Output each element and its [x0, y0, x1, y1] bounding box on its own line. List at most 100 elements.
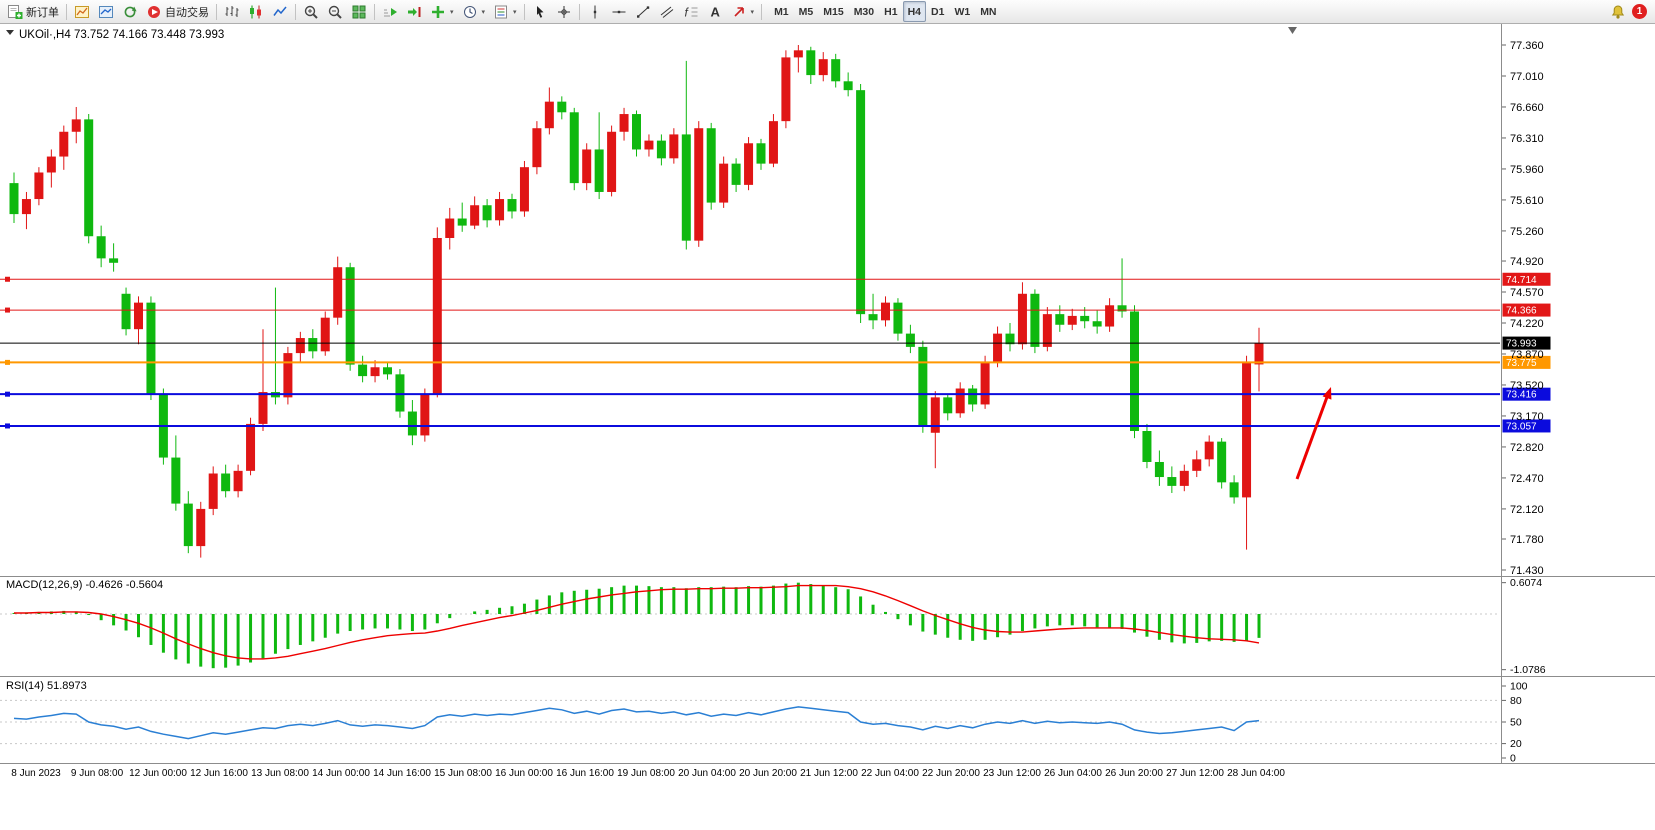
- rsi-line: [13, 706, 1260, 740]
- support-line-73775[interactable]: 73.775: [0, 355, 1551, 369]
- line-handle[interactable]: [5, 423, 10, 429]
- bars-icon: [224, 4, 240, 20]
- autotrade-icon: [146, 4, 162, 20]
- dropdown-caret-icon: ▾: [750, 8, 755, 16]
- line-handle[interactable]: [5, 276, 10, 282]
- tile-icon: [351, 4, 367, 20]
- crosshair-button[interactable]: [552, 1, 576, 22]
- support-line-73416[interactable]: 73.416: [0, 387, 1551, 401]
- cursor-icon: [532, 4, 548, 20]
- timeframe-h4[interactable]: H4: [902, 1, 926, 22]
- new-order-button[interactable]: 新订单: [3, 1, 63, 22]
- svg-text:A: A: [710, 4, 720, 19]
- price-axis[interactable]: 77.360 77.010 76.660 76.310 75.960 75.610 75.2…: [1501, 24, 1544, 763]
- autoscroll-icon: [382, 4, 398, 20]
- market-watch-button[interactable]: [94, 1, 118, 22]
- autotrading-button[interactable]: 自动交易: [142, 1, 213, 22]
- chart-shift-marker[interactable]: [1288, 27, 1297, 34]
- toolbar-separator: [523, 3, 525, 20]
- cursor-button[interactable]: [528, 1, 552, 22]
- refresh-button[interactable]: [118, 1, 142, 22]
- timeframe-w1[interactable]: W1: [954, 5, 971, 18]
- indicators-button[interactable]: ▾: [426, 1, 458, 22]
- vline-icon: [587, 4, 603, 20]
- dropdown-caret-icon: ▾: [450, 8, 454, 16]
- toolbar-separator: [216, 3, 217, 20]
- timeframe-m1[interactable]: M1: [774, 5, 789, 18]
- toolbar-separator: [761, 3, 763, 20]
- toolbar-separator: [374, 3, 375, 20]
- price-flag-label: 74.366: [1506, 306, 1537, 317]
- new-order-button-label: 新订单: [26, 6, 59, 19]
- timeframe-m30[interactable]: M30: [853, 5, 875, 18]
- time-tick-label: 16 Jun 16:00: [556, 768, 614, 779]
- svg-text:f: f: [684, 5, 689, 19]
- arrows-button[interactable]: ▾: [727, 1, 759, 22]
- horizontal-line-button[interactable]: [607, 1, 631, 22]
- time-tick-label: 26 Jun 04:00: [1044, 768, 1102, 779]
- notification-badge[interactable]: 1: [1632, 4, 1647, 19]
- resistance-line-74366[interactable]: 74.366: [0, 303, 1551, 317]
- price-tick-label: 73.170: [1510, 411, 1544, 423]
- vertical-line-button[interactable]: [583, 1, 607, 22]
- line-handle[interactable]: [5, 391, 10, 397]
- tile-windows-button[interactable]: [347, 1, 371, 22]
- time-tick-label: 21 Jun 12:00: [800, 768, 858, 779]
- chart-shift-button[interactable]: [402, 1, 426, 22]
- chart-window[interactable]: 74.714 74.366 73.993 73.775 73.416 73.057 77.3…: [0, 24, 1655, 830]
- templates-button[interactable]: ▾: [489, 1, 521, 22]
- price-flag-label: 73.993: [1506, 339, 1537, 350]
- time-tick-label: 13 Jun 08:00: [251, 768, 309, 779]
- alerts-button[interactable]: [1606, 1, 1630, 22]
- auto-scroll-button[interactable]: [378, 1, 402, 22]
- periods-icon: [462, 4, 478, 20]
- line-handle[interactable]: [5, 307, 10, 313]
- price-flag-label: 73.775: [1506, 358, 1537, 369]
- chart-title: UKOil·,H4 73.752 74.166 73.448 73.993: [19, 29, 224, 41]
- zoom-in-button[interactable]: [299, 1, 323, 22]
- text-button[interactable]: A: [703, 1, 727, 22]
- price-tick-label: 71.430: [1510, 565, 1544, 577]
- symbol-menu-icon[interactable]: [6, 30, 14, 35]
- templates-icon: [493, 4, 509, 20]
- arrows-icon: [731, 4, 747, 20]
- timeframe-m15[interactable]: M15: [823, 5, 844, 18]
- arrow-annotation[interactable]: [1295, 387, 1332, 480]
- zoom-out-button[interactable]: [323, 1, 347, 22]
- channel-button[interactable]: [655, 1, 679, 22]
- candle-chart-button[interactable]: [244, 1, 268, 22]
- line-handle[interactable]: [5, 359, 10, 365]
- main-plot-area[interactable]: [0, 24, 1500, 576]
- timeframe-d1[interactable]: D1: [931, 5, 945, 18]
- trendline-button[interactable]: [631, 1, 655, 22]
- indicators-icon: [430, 4, 446, 20]
- macd-label: MACD(12,26,9) -0.4626 -0.5604: [6, 579, 163, 591]
- market-watch-icon: [98, 4, 114, 20]
- time-tick-label: 20 Jun 20:00: [739, 768, 797, 779]
- line-chart-button[interactable]: [268, 1, 292, 22]
- support-line-73057[interactable]: 73.057: [0, 419, 1551, 433]
- price-tick-label: 76.660: [1510, 102, 1544, 114]
- bid-price-line[interactable]: 73.993: [0, 336, 1551, 350]
- time-tick-label: 26 Jun 20:00: [1105, 768, 1163, 779]
- bar-chart-button[interactable]: [220, 1, 244, 22]
- time-tick-label: 16 Jun 00:00: [495, 768, 553, 779]
- autotrading-button-label: 自动交易: [165, 6, 209, 19]
- periods-button[interactable]: ▾: [458, 1, 490, 22]
- new-chart-button[interactable]: [70, 1, 94, 22]
- timeframe-mn[interactable]: MN: [980, 5, 997, 18]
- price-tick-label: 75.610: [1510, 195, 1544, 207]
- macd-signal-line: [14, 584, 1260, 660]
- trendline-icon: [635, 4, 651, 20]
- resistance-line-74714[interactable]: 74.714: [0, 272, 1551, 286]
- time-axis[interactable]: 8 Jun 2023 9 Jun 08:00 12 Jun 00:00 12 Jun …: [11, 768, 1285, 779]
- rsi-panel[interactable]: RSI(14) 51.8973 100 80 50 20 0: [0, 680, 1528, 765]
- price-tick-label: 76.310: [1510, 133, 1544, 145]
- timeframe-m5[interactable]: M5: [798, 5, 814, 18]
- macd-panel[interactable]: MACD(12,26,9) -0.4626 -0.5604 0.6074 -1.07…: [0, 577, 1546, 676]
- toolbar-separator: [295, 3, 296, 20]
- fibonacci-button[interactable]: f: [679, 1, 703, 22]
- timeframe-h1[interactable]: H1: [884, 5, 898, 18]
- price-tick-label: 77.360: [1510, 40, 1544, 52]
- macd-scale-label: 0.6074: [1510, 577, 1542, 589]
